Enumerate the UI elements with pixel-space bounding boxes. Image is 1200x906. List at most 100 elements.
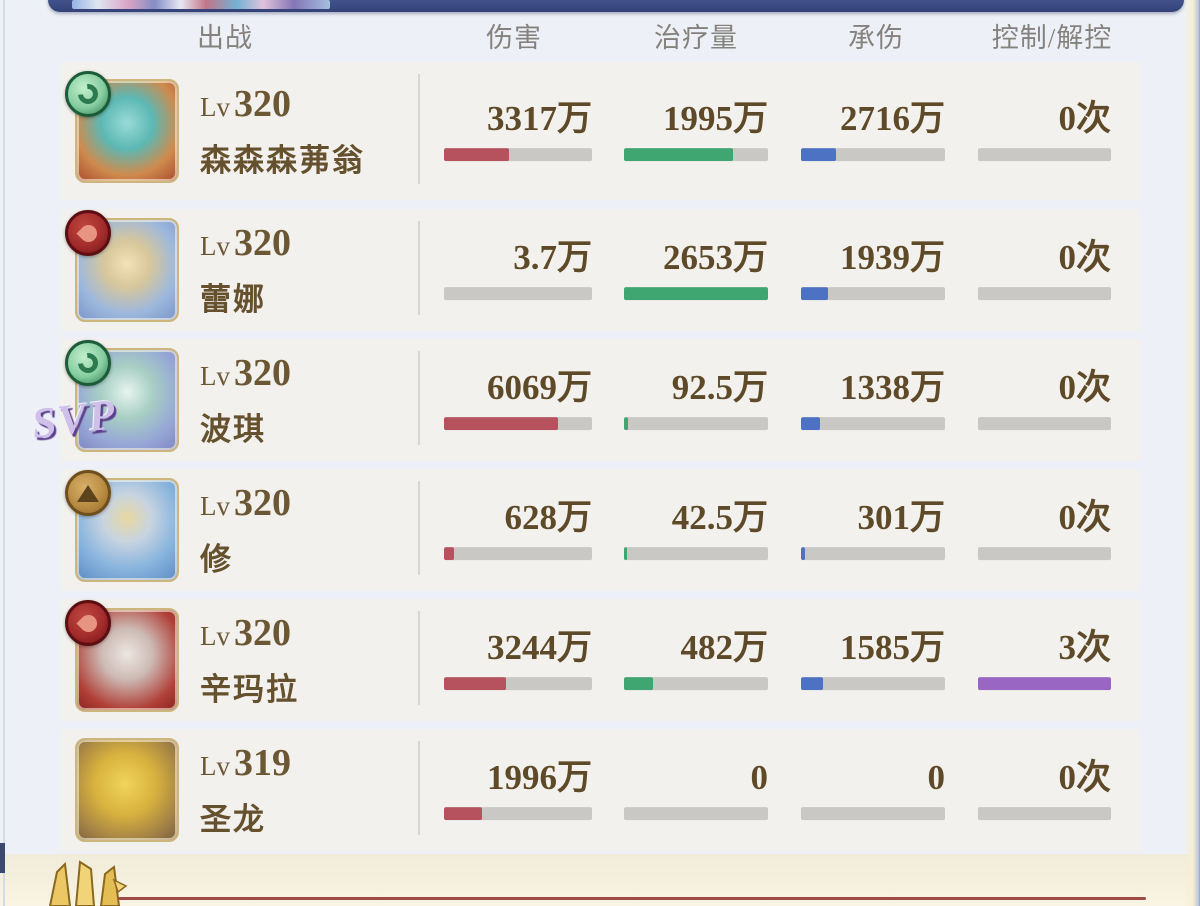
element-badge [65,340,111,386]
healing-bar [624,416,768,430]
character-name: 辛玛拉 [200,672,299,707]
damage-taken-bar [801,416,945,430]
divider [418,74,420,184]
element-badge [65,210,111,256]
right-edge-frame [1184,0,1200,906]
character-avatar[interactable] [65,71,179,183]
character-name: 圣龙 [200,802,266,837]
control-stat: 0次 [978,759,1111,820]
control-stat: 0次 [978,100,1111,161]
column-header-control: 控制/解控 [991,23,1113,53]
damage-bar [444,416,592,430]
control-stat: 0次 [978,369,1111,430]
divider [418,221,420,315]
fire-icon [75,220,101,246]
divider [418,741,420,835]
character-name: 波琪 [200,412,266,447]
healing-stat: 42.5万 [624,499,768,560]
damage-taken-stat: 1338万 [801,369,945,430]
top-banner-bar [48,0,1184,12]
divider [418,481,420,575]
left-edge-line [3,0,5,906]
damage-taken-bar [801,546,945,560]
character-row[interactable]: Lv 320 辛玛拉 3244万 482万 1585万 3次 [60,599,1140,721]
control-bar [978,416,1111,430]
character-level: Lv 320 [200,612,291,654]
damage-taken-stat: 301万 [801,499,945,560]
column-header-damage: 伤害 [486,23,542,53]
damage-stat: 3.7万 [444,239,592,300]
healing-bar [624,546,768,560]
character-avatar[interactable] [75,738,179,842]
svp-badge: SVP [29,391,120,448]
character-level: Lv 319 [200,742,291,784]
column-header-taken: 承伤 [848,23,904,53]
element-badge [65,470,111,516]
banner-artwork-fragment [72,0,330,9]
control-bar [978,676,1111,690]
control-bar [978,147,1111,161]
damage-taken-stat: 2716万 [801,100,945,161]
damage-taken-bar [801,806,945,820]
healing-stat: 92.5万 [624,369,768,430]
control-stat: 0次 [978,499,1111,560]
character-level: Lv 320 [200,482,291,524]
damage-stat: 6069万 [444,369,592,430]
wind-icon [73,79,103,109]
damage-bar [444,676,592,690]
earth-icon [77,484,99,502]
divider [418,611,420,705]
element-badge [65,600,111,646]
control-stat: 0次 [978,239,1111,300]
character-name: 森森森茀翁 [200,143,365,178]
accent-divider-line [118,897,1146,900]
healing-stat: 0 [624,759,768,820]
damage-stat: 628万 [444,499,592,560]
damage-taken-stat: 0 [801,759,945,820]
damage-bar [444,147,592,161]
damage-taken-bar [801,286,945,300]
column-header-healing: 治疗量 [654,23,738,53]
gold-ornament-icon [48,860,128,906]
character-row[interactable]: Lv 320 森森森茀翁 3317万 1995万 2716万 0次 [60,62,1140,200]
column-header-deploy: 出战 [197,23,253,53]
control-bar [978,286,1111,300]
damage-taken-bar [801,676,945,690]
damage-taken-stat: 1939万 [801,239,945,300]
healing-bar [624,806,768,820]
damage-taken-stat: 1585万 [801,629,945,690]
damage-taken-bar [801,147,945,161]
character-name: 蕾娜 [200,282,266,317]
damage-bar [444,806,592,820]
character-avatar[interactable] [65,210,179,322]
control-bar [978,806,1111,820]
healing-stat: 2653万 [624,239,768,300]
healing-bar [624,147,768,161]
damage-stat: 3317万 [444,100,592,161]
wind-icon [73,348,103,378]
healing-stat: 482万 [624,629,768,690]
character-level: Lv 320 [200,83,291,125]
healing-stat: 1995万 [624,100,768,161]
damage-stat: 1996万 [444,759,592,820]
control-bar [978,546,1111,560]
character-row[interactable]: Lv 320 蕾娜 3.7万 2653万 1939万 0次 [60,209,1140,331]
damage-bar [444,286,592,300]
healing-bar [624,676,768,690]
character-avatar[interactable] [65,340,179,452]
bottom-strip [0,854,1200,906]
fire-icon [75,610,101,636]
character-avatar[interactable] [65,600,179,712]
element-badge [65,71,111,117]
divider [418,351,420,445]
character-avatar[interactable] [65,470,179,582]
character-row[interactable]: Lv 319 圣龙 1996万 0 0 0次 [60,729,1140,851]
character-name: 修 [200,542,233,577]
damage-bar [444,546,592,560]
character-level: Lv 320 [200,222,291,264]
character-row[interactable]: Lv 320 修 628万 42.5万 301万 0次 [60,469,1140,591]
character-level: Lv 320 [200,352,291,394]
character-row[interactable]: SVP Lv 320 波琪 6069万 92.5万 1338万 0次 [29,339,1140,461]
left-edge-notch [0,843,5,873]
